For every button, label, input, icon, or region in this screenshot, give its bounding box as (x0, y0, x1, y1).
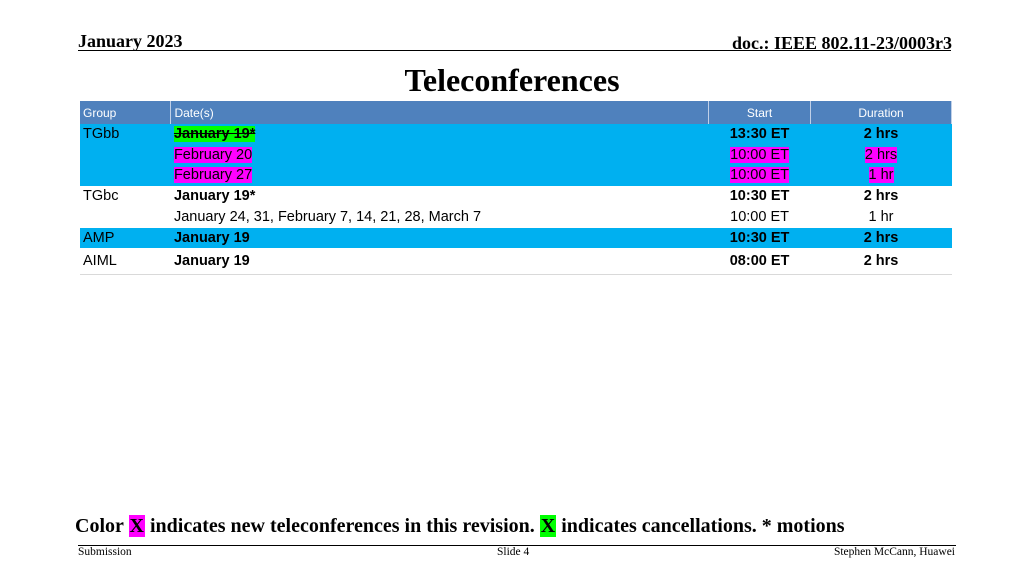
start-cell: 08:00 ET (708, 248, 811, 275)
header-divider (78, 50, 951, 51)
column-header-start: Start (708, 101, 812, 124)
group-cell: AIML (80, 248, 171, 275)
table-row: TGbc January 19* January 24, 31, Februar… (80, 186, 952, 228)
group-cell: AMP (80, 227, 171, 249)
header-date: January 2023 (78, 31, 183, 51)
dates-cell: January 19 (170, 248, 709, 275)
new-date: February 27 (173, 167, 253, 184)
group-cell: TGbc (80, 186, 171, 228)
table-row: AIML January 19 08:00 ET 2 hrs (80, 248, 952, 275)
start-cell: 10:30 ET 10:00 ET (708, 186, 811, 228)
footer-submission: Submission (78, 546, 132, 558)
cancelled-date: January 19* (173, 126, 256, 142)
color-legend-note: Color X indicates new teleconferences in… (75, 515, 845, 537)
page-title: Teleconferences (404, 62, 620, 98)
duration-cell: 2 hrs (810, 248, 952, 275)
group-cell: TGbb (80, 124, 171, 187)
footer-divider (78, 545, 956, 546)
start-cell: 10:30 ET (708, 227, 811, 249)
column-header-dates: Date(s) (170, 101, 710, 124)
new-color-swatch: X (128, 515, 145, 537)
dates-cell: January 19 (170, 227, 709, 249)
duration-cell: 2 hrs 2 hrs 1 hr (810, 124, 952, 187)
table-header-row: Group Date(s) Start Duration (80, 101, 952, 124)
teleconference-table: Group Date(s) Start Duration TGbb Januar… (80, 101, 952, 275)
dates-cell: January 19* February 20 February 27 (170, 124, 709, 187)
cancel-color-swatch: X (539, 515, 557, 537)
footer-author: Stephen McCann, Huawei (833, 546, 955, 558)
column-header-group: Group (80, 101, 172, 124)
duration-cell: 2 hrs 1 hr (810, 186, 952, 228)
table-row: AMP January 19 10:30 ET 2 hrs (80, 227, 952, 249)
dates-cell: January 19* January 24, 31, February 7, … (170, 186, 709, 228)
header-doc-id: doc.: IEEE 802.11-23/0003r3 (731, 33, 952, 53)
table-row: TGbb January 19* February 20 February 27… (80, 124, 952, 187)
start-cell: 13:30 ET 10:00 ET 10:00 ET (708, 124, 811, 187)
footer-slide-number: Slide 4 (497, 546, 530, 558)
new-date: February 20 (173, 146, 253, 163)
duration-cell: 2 hrs (810, 227, 952, 249)
column-header-duration: Duration (810, 101, 952, 124)
